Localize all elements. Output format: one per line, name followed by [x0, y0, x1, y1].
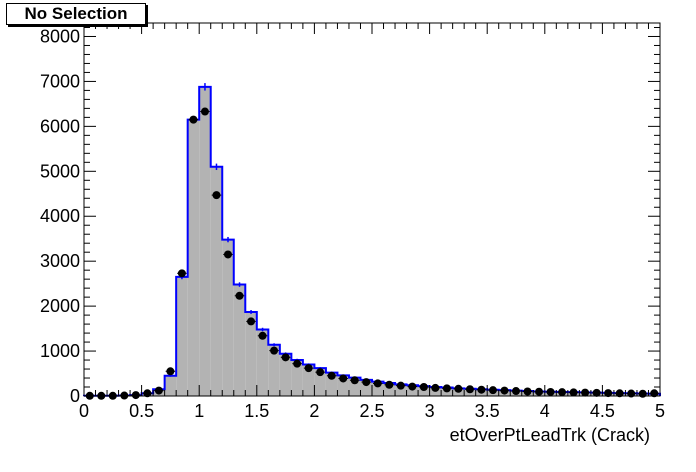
y-tick-label: 5000: [40, 161, 80, 181]
data-point: [604, 389, 613, 398]
data-point: [523, 387, 532, 396]
data-point: [419, 383, 428, 392]
data-point: [500, 386, 509, 395]
data-point: [465, 385, 474, 394]
hist-bar: [325, 372, 338, 396]
y-tick-label: 1000: [40, 341, 80, 361]
hist-bar: [279, 353, 292, 396]
hist-bar: [406, 385, 419, 396]
hist-bar: [360, 379, 372, 396]
x-tick-label: 0.5: [129, 401, 154, 421]
data-point: [592, 388, 601, 397]
hist-bar: [348, 377, 361, 396]
x-tick-label: 0: [79, 401, 89, 421]
data-point: [212, 191, 221, 200]
data-point: [558, 388, 567, 397]
y-tick-label: 2000: [40, 296, 80, 316]
hist-bar: [302, 364, 315, 396]
data-point: [200, 107, 209, 116]
data-point: [316, 368, 325, 377]
x-tick-label: 2.5: [359, 401, 384, 421]
hist-bar: [164, 375, 177, 396]
x-tick-label: 3.5: [475, 401, 500, 421]
data-point: [512, 387, 520, 396]
data-point: [396, 381, 405, 390]
x-tick-label: 4.5: [590, 401, 615, 421]
data-point: [304, 364, 313, 373]
data-point: [535, 387, 544, 396]
hist-bar: [395, 384, 407, 396]
data-point: [650, 389, 659, 398]
data-point: [258, 331, 267, 340]
hist-bar: [372, 381, 384, 396]
hist-bar: [210, 166, 223, 396]
selection-label: No Selection: [6, 3, 146, 25]
data-point: [488, 386, 497, 395]
data-point: [327, 371, 336, 380]
data-point: [638, 389, 647, 398]
hist-bar: [233, 284, 246, 396]
data-point: [166, 367, 175, 376]
hist-bar: [268, 344, 280, 396]
data-point: [131, 391, 140, 400]
data-point: [224, 250, 232, 259]
data-point: [362, 378, 371, 387]
data-point: [373, 379, 382, 388]
data-point: [189, 115, 198, 124]
hist-bar: [291, 360, 303, 396]
data-point: [154, 386, 163, 395]
y-tick-label: 6000: [40, 116, 80, 136]
data-point: [235, 291, 244, 300]
y-tick-label: 4000: [40, 206, 80, 226]
data-point: [408, 382, 417, 391]
data-point: [270, 346, 279, 355]
hist-bar: [176, 276, 188, 396]
y-tick-label: 7000: [40, 71, 80, 91]
hist-bar: [256, 329, 269, 396]
data-point: [477, 385, 486, 394]
hist-bar: [383, 382, 396, 396]
hist-bar: [187, 119, 200, 396]
x-tick-label: 4: [540, 401, 550, 421]
data-point: [293, 359, 302, 368]
hist-bar: [199, 86, 211, 397]
x-tick-label: 2: [309, 401, 319, 421]
data-point: [339, 374, 348, 383]
hist-bar: [222, 239, 234, 396]
x-tick-label: 1.5: [244, 401, 269, 421]
y-tick-label: 8000: [40, 26, 80, 46]
data-point: [431, 383, 440, 392]
data-point: [569, 388, 578, 397]
hist-bar: [418, 386, 430, 396]
x-tick-label: 5: [655, 401, 665, 421]
x-tick-label: 1: [194, 401, 204, 421]
data-point: [385, 380, 394, 389]
data-point: [442, 384, 451, 393]
data-point: [581, 388, 590, 397]
hist-bar: [314, 368, 326, 396]
plot-area: [84, 23, 660, 396]
hist-bar: [245, 311, 257, 396]
data-point: [177, 269, 186, 278]
x-tick-label: 3: [425, 401, 435, 421]
hist-bar: [337, 375, 349, 396]
data-point: [281, 353, 290, 362]
data-point: [454, 384, 463, 393]
data-point: [350, 376, 359, 385]
x-axis-title: etOverPtLeadTrk (Crack): [450, 425, 650, 445]
y-tick-label: 3000: [40, 251, 80, 271]
data-point: [615, 389, 624, 398]
y-tick-label: 0: [70, 386, 80, 406]
data-point: [247, 317, 256, 326]
data-point: [546, 387, 555, 396]
data-point: [143, 389, 152, 398]
